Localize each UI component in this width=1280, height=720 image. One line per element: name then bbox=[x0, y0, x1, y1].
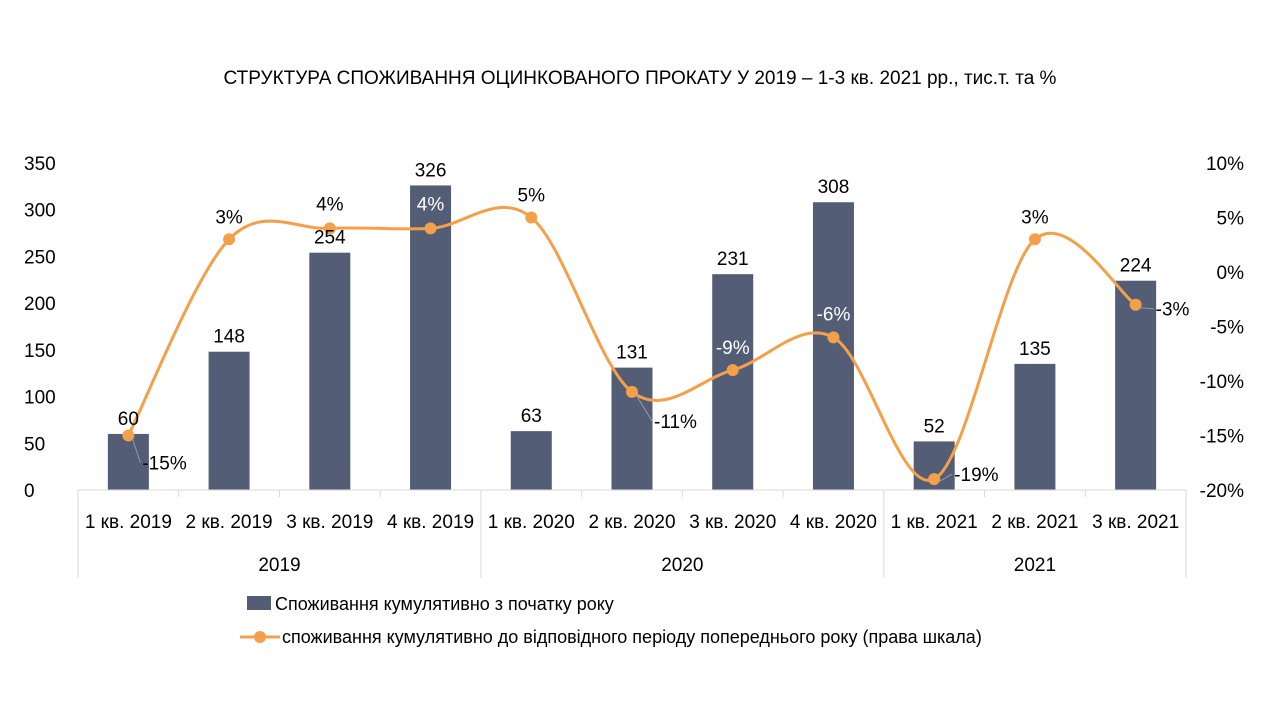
category-label: 3 кв. 2020 bbox=[689, 512, 776, 533]
line-value-label: -19% bbox=[954, 465, 998, 486]
left-tick-label: 50 bbox=[24, 434, 45, 455]
legend-bar-swatch bbox=[247, 596, 271, 610]
line-point-9 bbox=[928, 473, 941, 486]
leader-line bbox=[937, 473, 953, 483]
bar-value-label: 254 bbox=[314, 228, 346, 249]
left-tick-label: 100 bbox=[24, 388, 56, 409]
bar-value-label: 308 bbox=[818, 177, 850, 198]
line-point-7 bbox=[726, 364, 739, 377]
group-label: 2020 bbox=[661, 555, 703, 576]
line-point-10 bbox=[1028, 233, 1041, 246]
bar-4 bbox=[410, 185, 452, 490]
bar-7 bbox=[712, 274, 754, 490]
left-tick-label: 0 bbox=[24, 481, 35, 502]
bar-value-label: 135 bbox=[1019, 339, 1051, 360]
right-tick-label: -20% bbox=[1200, 481, 1244, 502]
bar-11 bbox=[1115, 280, 1157, 490]
bar-value-label: 224 bbox=[1120, 256, 1152, 277]
leader-line bbox=[131, 438, 141, 463]
data-labels: 60 148 254 326 63 131 231 308 52 135 224 -15% 3% 4% 4%… bbox=[118, 160, 1190, 486]
line-value-label: 3% bbox=[1021, 207, 1049, 228]
right-tick-label: 10% bbox=[1206, 154, 1244, 175]
line-value-label: -11% bbox=[654, 412, 697, 433]
category-label: 3 кв. 2019 bbox=[286, 512, 373, 533]
category-label: 4 кв. 2020 bbox=[790, 512, 877, 533]
category-label: 2 кв. 2021 bbox=[991, 512, 1078, 533]
line-point-5 bbox=[525, 211, 538, 224]
line-value-label: 3% bbox=[215, 207, 243, 228]
bar-1 bbox=[107, 433, 149, 490]
right-tick-label: -10% bbox=[1200, 372, 1244, 393]
bar-value-label: 60 bbox=[118, 409, 139, 430]
bar-8 bbox=[812, 202, 854, 491]
line-point-3 bbox=[323, 222, 336, 235]
right-tick-label: 0% bbox=[1217, 263, 1245, 284]
category-label: 2 кв. 2019 bbox=[186, 512, 273, 533]
category-label: 1 кв. 2019 bbox=[85, 512, 172, 533]
bar-value-label: 148 bbox=[213, 327, 245, 348]
legend: Споживання кумулятивно з початку року сп… bbox=[240, 594, 982, 647]
right-tick-label: -15% bbox=[1200, 427, 1244, 448]
bar-5 bbox=[510, 431, 552, 490]
line-point-1 bbox=[122, 429, 135, 442]
bar-10 bbox=[1014, 363, 1056, 490]
left-tick-label: 250 bbox=[24, 247, 56, 268]
line-value-label: 5% bbox=[518, 186, 546, 207]
line-value-label: -3% bbox=[1156, 300, 1190, 321]
line-value-label: -6% bbox=[817, 304, 851, 325]
legend-line-label: споживання кумулятивно до відповідного п… bbox=[282, 627, 982, 647]
line-point-11 bbox=[1129, 298, 1142, 311]
line-series bbox=[122, 205, 1142, 486]
axes: 0 50 100 150 200 250 300 350 -20% -15% -10% -5% 0% 5%… bbox=[24, 154, 1244, 578]
leader-line bbox=[1139, 307, 1154, 310]
right-tick-label: -5% bbox=[1210, 318, 1244, 339]
line-path bbox=[127, 205, 1137, 482]
category-label: 4 кв. 2019 bbox=[387, 512, 474, 533]
line-value-label: -9% bbox=[716, 338, 750, 359]
category-label: 2 кв. 2020 bbox=[588, 512, 675, 533]
group-label: 2021 bbox=[1014, 555, 1056, 576]
bar-value-label: 231 bbox=[717, 249, 749, 270]
category-label: 3 кв. 2021 bbox=[1092, 512, 1179, 533]
bar-3 bbox=[309, 252, 351, 490]
line-point-2 bbox=[223, 233, 236, 246]
bar-series bbox=[107, 185, 1157, 491]
legend-bar-label: Споживання кумулятивно з початку року bbox=[275, 594, 614, 614]
line-value-label: 4% bbox=[417, 194, 445, 215]
left-tick-label: 300 bbox=[24, 201, 56, 222]
left-tick-label: 350 bbox=[24, 154, 56, 175]
group-label: 2019 bbox=[258, 555, 300, 576]
chart-title: СТРУКТУРА СПОЖИВАННЯ ОЦИНКОВАНОГО ПРОКАТ… bbox=[224, 68, 1057, 89]
left-tick-label: 150 bbox=[24, 341, 56, 362]
category-label: 1 кв. 2021 bbox=[891, 512, 978, 533]
bar-value-label: 326 bbox=[415, 160, 447, 181]
line-value-label: -15% bbox=[142, 454, 186, 475]
line-point-8 bbox=[827, 331, 840, 344]
bar-value-label: 63 bbox=[521, 406, 542, 427]
legend-line-marker bbox=[254, 631, 266, 643]
bar-2 bbox=[208, 351, 250, 490]
right-tick-label: 5% bbox=[1217, 209, 1245, 230]
bar-value-label: 131 bbox=[616, 343, 648, 364]
bar-value-label: 52 bbox=[924, 416, 945, 437]
left-tick-label: 200 bbox=[24, 294, 56, 315]
line-value-label: 4% bbox=[316, 194, 344, 215]
line-point-4 bbox=[424, 222, 437, 235]
line-point-6 bbox=[626, 385, 638, 398]
leader-line bbox=[635, 394, 653, 422]
category-label: 1 кв. 2020 bbox=[488, 512, 575, 533]
